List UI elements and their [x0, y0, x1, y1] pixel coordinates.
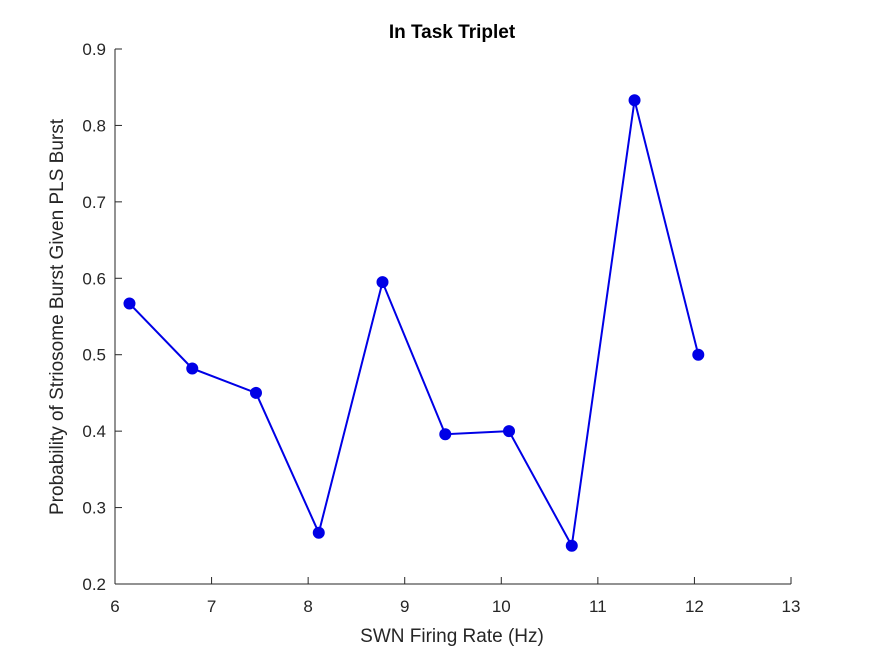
- data-point: [439, 428, 452, 441]
- x-tick-label: 7: [207, 597, 216, 616]
- data-series: [123, 94, 705, 552]
- data-point: [123, 297, 136, 310]
- data-point: [692, 348, 705, 361]
- data-point: [186, 362, 199, 375]
- y-axis-label: Probability of Striosome Burst Given PLS…: [47, 118, 68, 515]
- data-point: [249, 386, 262, 399]
- x-tick-label: 10: [492, 597, 511, 616]
- x-tick-label: 13: [782, 597, 801, 616]
- y-tick-label: 0.8: [82, 116, 106, 135]
- data-point: [312, 526, 325, 539]
- y-tick-label: 0.2: [82, 575, 106, 594]
- chart-title: In Task Triplet: [389, 22, 516, 43]
- data-point: [565, 539, 578, 552]
- data-point: [628, 94, 641, 107]
- y-tick-label: 0.6: [82, 269, 106, 288]
- x-tick-label: 6: [110, 597, 119, 616]
- y-tick-label: 0.9: [82, 40, 106, 59]
- x-tick-label: 11: [589, 597, 607, 616]
- x-tick-label: 8: [303, 597, 312, 616]
- y-tick-label: 0.3: [82, 499, 106, 518]
- axes: [114, 49, 791, 585]
- x-tick-label: 12: [685, 597, 704, 616]
- x-tick-label: 9: [400, 597, 409, 616]
- series-line: [128, 99, 700, 549]
- y-tick-label: 0.5: [82, 346, 106, 365]
- ticks: 6 7 8 9 10 11 12 13 0.2 0.3 0.4 0.5 0.6 0.7 0.8 0.9: [82, 40, 800, 616]
- x-axis-label: SWN Firing Rate (Hz): [360, 626, 544, 647]
- data-point: [503, 425, 516, 438]
- y-tick-label: 0.4: [82, 422, 106, 441]
- data-point: [376, 276, 389, 289]
- y-tick-label: 0.7: [82, 193, 106, 212]
